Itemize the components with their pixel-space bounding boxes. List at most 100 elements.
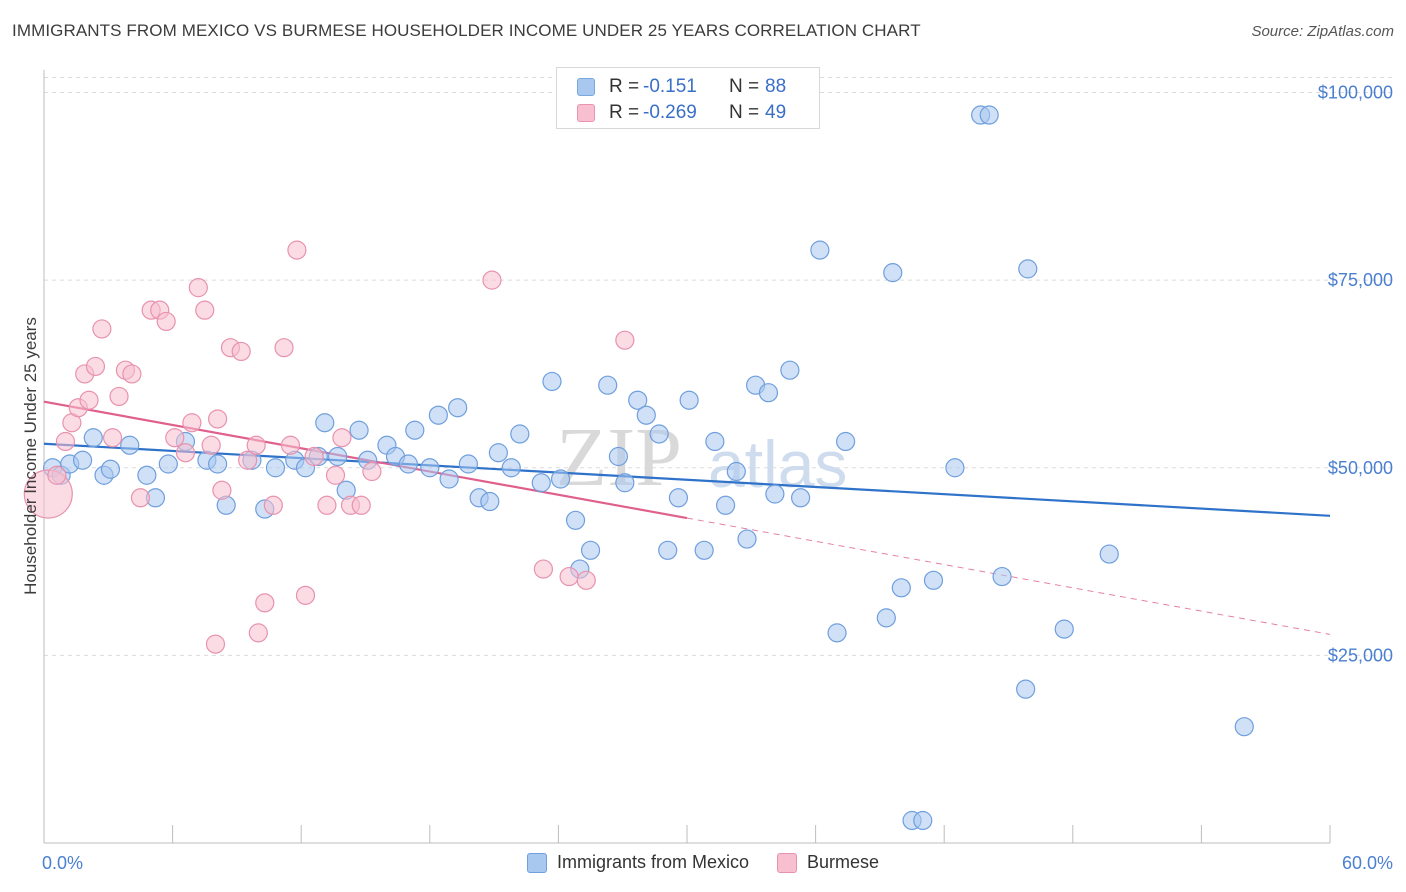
data-point [510,424,530,444]
swatch-mexico [577,78,595,96]
trend-line [43,442,1331,517]
y-tick-label: $50,000 [1328,458,1393,478]
data-point [92,319,112,339]
r-value: -0.151 [643,76,697,97]
data-point [668,488,689,508]
swatch-burmese [577,104,595,122]
data-point [533,559,553,579]
data-point [448,398,468,418]
data-point [979,105,999,125]
data-point [156,311,176,332]
data-point [175,443,196,463]
data-point [420,458,440,478]
data-point [1099,544,1119,564]
data-point [246,435,266,455]
data-point [85,356,106,377]
data-point [351,495,371,515]
data-point [608,446,629,467]
series-legend: Immigrants from Mexico Burmese [0,852,1406,873]
data-point [349,420,369,440]
legend-label-burmese: Burmese [807,852,880,872]
data-point [501,458,521,478]
data-point [576,570,596,590]
grid-lines [44,77,1392,656]
data-point [212,480,232,500]
data-point [876,608,896,628]
data-point [480,491,500,512]
data-point [615,473,635,493]
trend-lines [43,400,1331,635]
data-point [810,240,830,260]
data-point [923,570,944,590]
n-value: 49 [765,102,787,123]
data-point [325,465,346,485]
n-label: N = [729,102,760,123]
r-value: -0.269 [643,102,697,123]
x-tick-label: 60.0% [1342,853,1393,873]
y-axis-title: Householder Income Under 25 years [21,317,40,595]
legend-item-mexico[interactable]: Immigrants from Mexico [526,852,749,873]
data-point [315,413,335,433]
data-point [488,443,508,463]
data-point [694,540,714,560]
data-point [295,585,316,605]
data-point [827,623,847,643]
data-point [109,386,129,407]
stats-row-burmese: R = -0.269 N = 49 [577,101,786,125]
data-point [102,428,123,448]
source-label: Source: ZipAtlas.com [1251,23,1394,40]
data-point [790,488,811,508]
data-point [137,465,157,485]
data-point [72,450,93,470]
data-point [559,566,579,587]
data-point [362,461,382,482]
data-point [205,634,226,654]
data-point [317,495,337,515]
data-point [165,428,185,448]
legend-label-mexico: Immigrants from Mexico [556,852,749,872]
data-point [100,459,121,479]
data-point [705,431,725,452]
n-label: N = [729,76,760,97]
legend-item-burmese[interactable]: Burmese [777,852,879,873]
r-label: R = [609,76,640,97]
data-point [255,593,275,613]
data-point [265,458,286,478]
data-point [83,428,103,448]
axes [43,70,1331,844]
data-point [1018,259,1038,279]
data-point [765,484,785,504]
data-point [332,428,352,448]
data-point [208,409,228,429]
data-point [428,405,448,425]
data-point [439,469,459,489]
data-point [883,263,903,283]
data-point [836,431,856,452]
data-point [328,446,348,467]
data-point [47,465,67,485]
data-point [130,488,151,508]
data-point [304,446,324,467]
data-point [615,330,635,350]
y-tick-label: $25,000 [1328,645,1393,665]
data-point [542,371,562,392]
data-point [737,529,757,549]
data-point [550,469,571,489]
data-point [458,454,478,474]
data-point [263,495,283,515]
data-point [758,383,779,403]
legend-swatch-mexico [526,852,547,873]
data-point [188,278,208,298]
data-point [649,424,669,444]
data-point [182,413,202,433]
data-point [658,540,678,560]
data-point [201,435,221,455]
data-point [945,458,965,478]
data-point [405,420,425,440]
data-point [79,390,99,410]
data-point [231,341,251,362]
data-point [628,390,648,410]
legend-swatch-burmese [777,852,797,873]
trend-line-extension [686,517,1331,635]
